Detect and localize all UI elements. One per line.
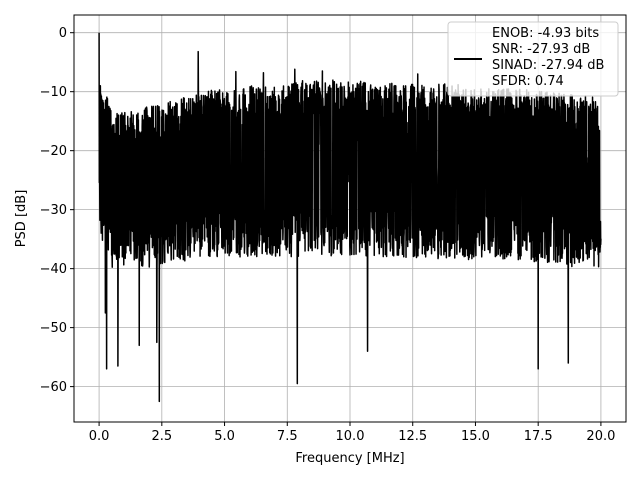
y-tick-label: −10 xyxy=(40,85,67,100)
x-tick-label: 15.0 xyxy=(461,429,490,444)
x-tick-label: 12.5 xyxy=(398,429,427,444)
psd-series-line xyxy=(98,32,602,403)
y-tick-label: −20 xyxy=(40,144,67,159)
x-axis-label: Frequency [MHz] xyxy=(295,451,404,466)
legend-sinad: SINAD: -27.94 dB xyxy=(492,58,604,73)
y-tick-label: 0 xyxy=(59,26,67,41)
axis-ticks: 0.0 2.5 5.0 7.5 10.0 12.5 15.0 17.5 20.0 0 −10 −20 −… xyxy=(40,26,616,444)
x-tick-label: 20.0 xyxy=(586,429,615,444)
legend-enob: ENOB: -4.93 bits xyxy=(492,26,599,41)
y-tick-label: −50 xyxy=(40,321,67,336)
y-tick-label: −40 xyxy=(40,262,67,277)
x-tick-label: 7.5 xyxy=(277,429,298,444)
legend: ENOB: -4.93 bits SNR: -27.93 dB SINAD: -… xyxy=(447,21,619,97)
legend-sfdr: SFDR: 0.74 xyxy=(492,74,564,89)
legend-box xyxy=(447,21,619,97)
legend-snr: SNR: -27.93 dB xyxy=(492,42,590,57)
y-tick-label: −30 xyxy=(40,203,67,218)
x-tick-label: 10.0 xyxy=(336,429,365,444)
x-tick-label: 0.0 xyxy=(89,429,110,444)
y-tick-label: −60 xyxy=(40,380,67,395)
x-tick-label: 2.5 xyxy=(151,429,172,444)
plot-area xyxy=(98,32,602,403)
x-tick-label: 17.5 xyxy=(524,429,553,444)
x-tick-label: 5.0 xyxy=(214,429,235,444)
y-axis-label: PSD [dB] xyxy=(14,190,29,248)
